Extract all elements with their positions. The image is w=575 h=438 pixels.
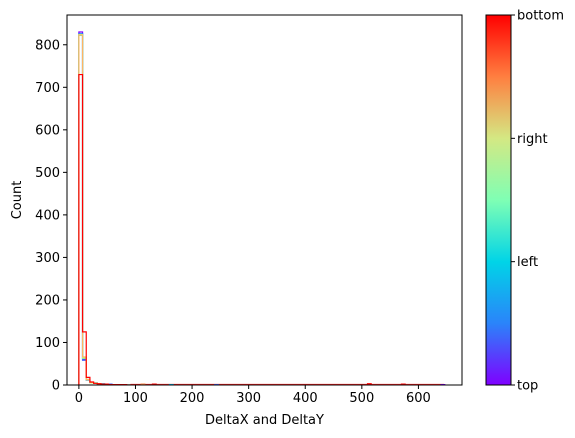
y-tick-label: 300 <box>35 251 60 266</box>
colorbar-ticks: top left right bottom <box>511 9 564 394</box>
x-tick-label: 500 <box>349 391 374 406</box>
x-tick-label: 0 <box>75 391 83 406</box>
histogram-series-6 <box>78 73 131 385</box>
y-tick-label: 500 <box>35 166 60 181</box>
y-tick-label: 200 <box>35 293 60 308</box>
histogram-series <box>78 31 444 385</box>
tail-bin-4 <box>366 383 372 385</box>
x-tick-label: 100 <box>123 391 148 406</box>
colorbar-tick-label: top <box>517 379 538 394</box>
x-tick-label: 300 <box>236 391 261 406</box>
y-tick-label: 100 <box>35 336 60 351</box>
x-tick-label: 400 <box>293 391 318 406</box>
x-tick-label: 200 <box>180 391 205 406</box>
x-axis: 0 100 200 300 400 500 600 <box>75 385 431 406</box>
y-tick-label: 0 <box>52 379 60 394</box>
y-axis: 0 100 200 300 400 500 600 700 800 <box>35 38 67 394</box>
colorbar-tick-label: bottom <box>517 9 564 24</box>
colorbar-tick-label: right <box>517 132 548 147</box>
y-tick-label: 400 <box>35 208 60 223</box>
x-tick-label: 600 <box>406 391 431 406</box>
colorbar-tick-label: left <box>517 255 538 270</box>
colorbar <box>485 14 512 386</box>
y-axis-label: Count <box>10 181 25 220</box>
y-tick-label: 700 <box>35 81 60 96</box>
y-tick-label: 600 <box>35 123 60 138</box>
plot-frame <box>66 14 463 386</box>
x-axis-label: DeltaX and DeltaY <box>205 413 324 428</box>
y-tick-label: 800 <box>35 38 60 53</box>
